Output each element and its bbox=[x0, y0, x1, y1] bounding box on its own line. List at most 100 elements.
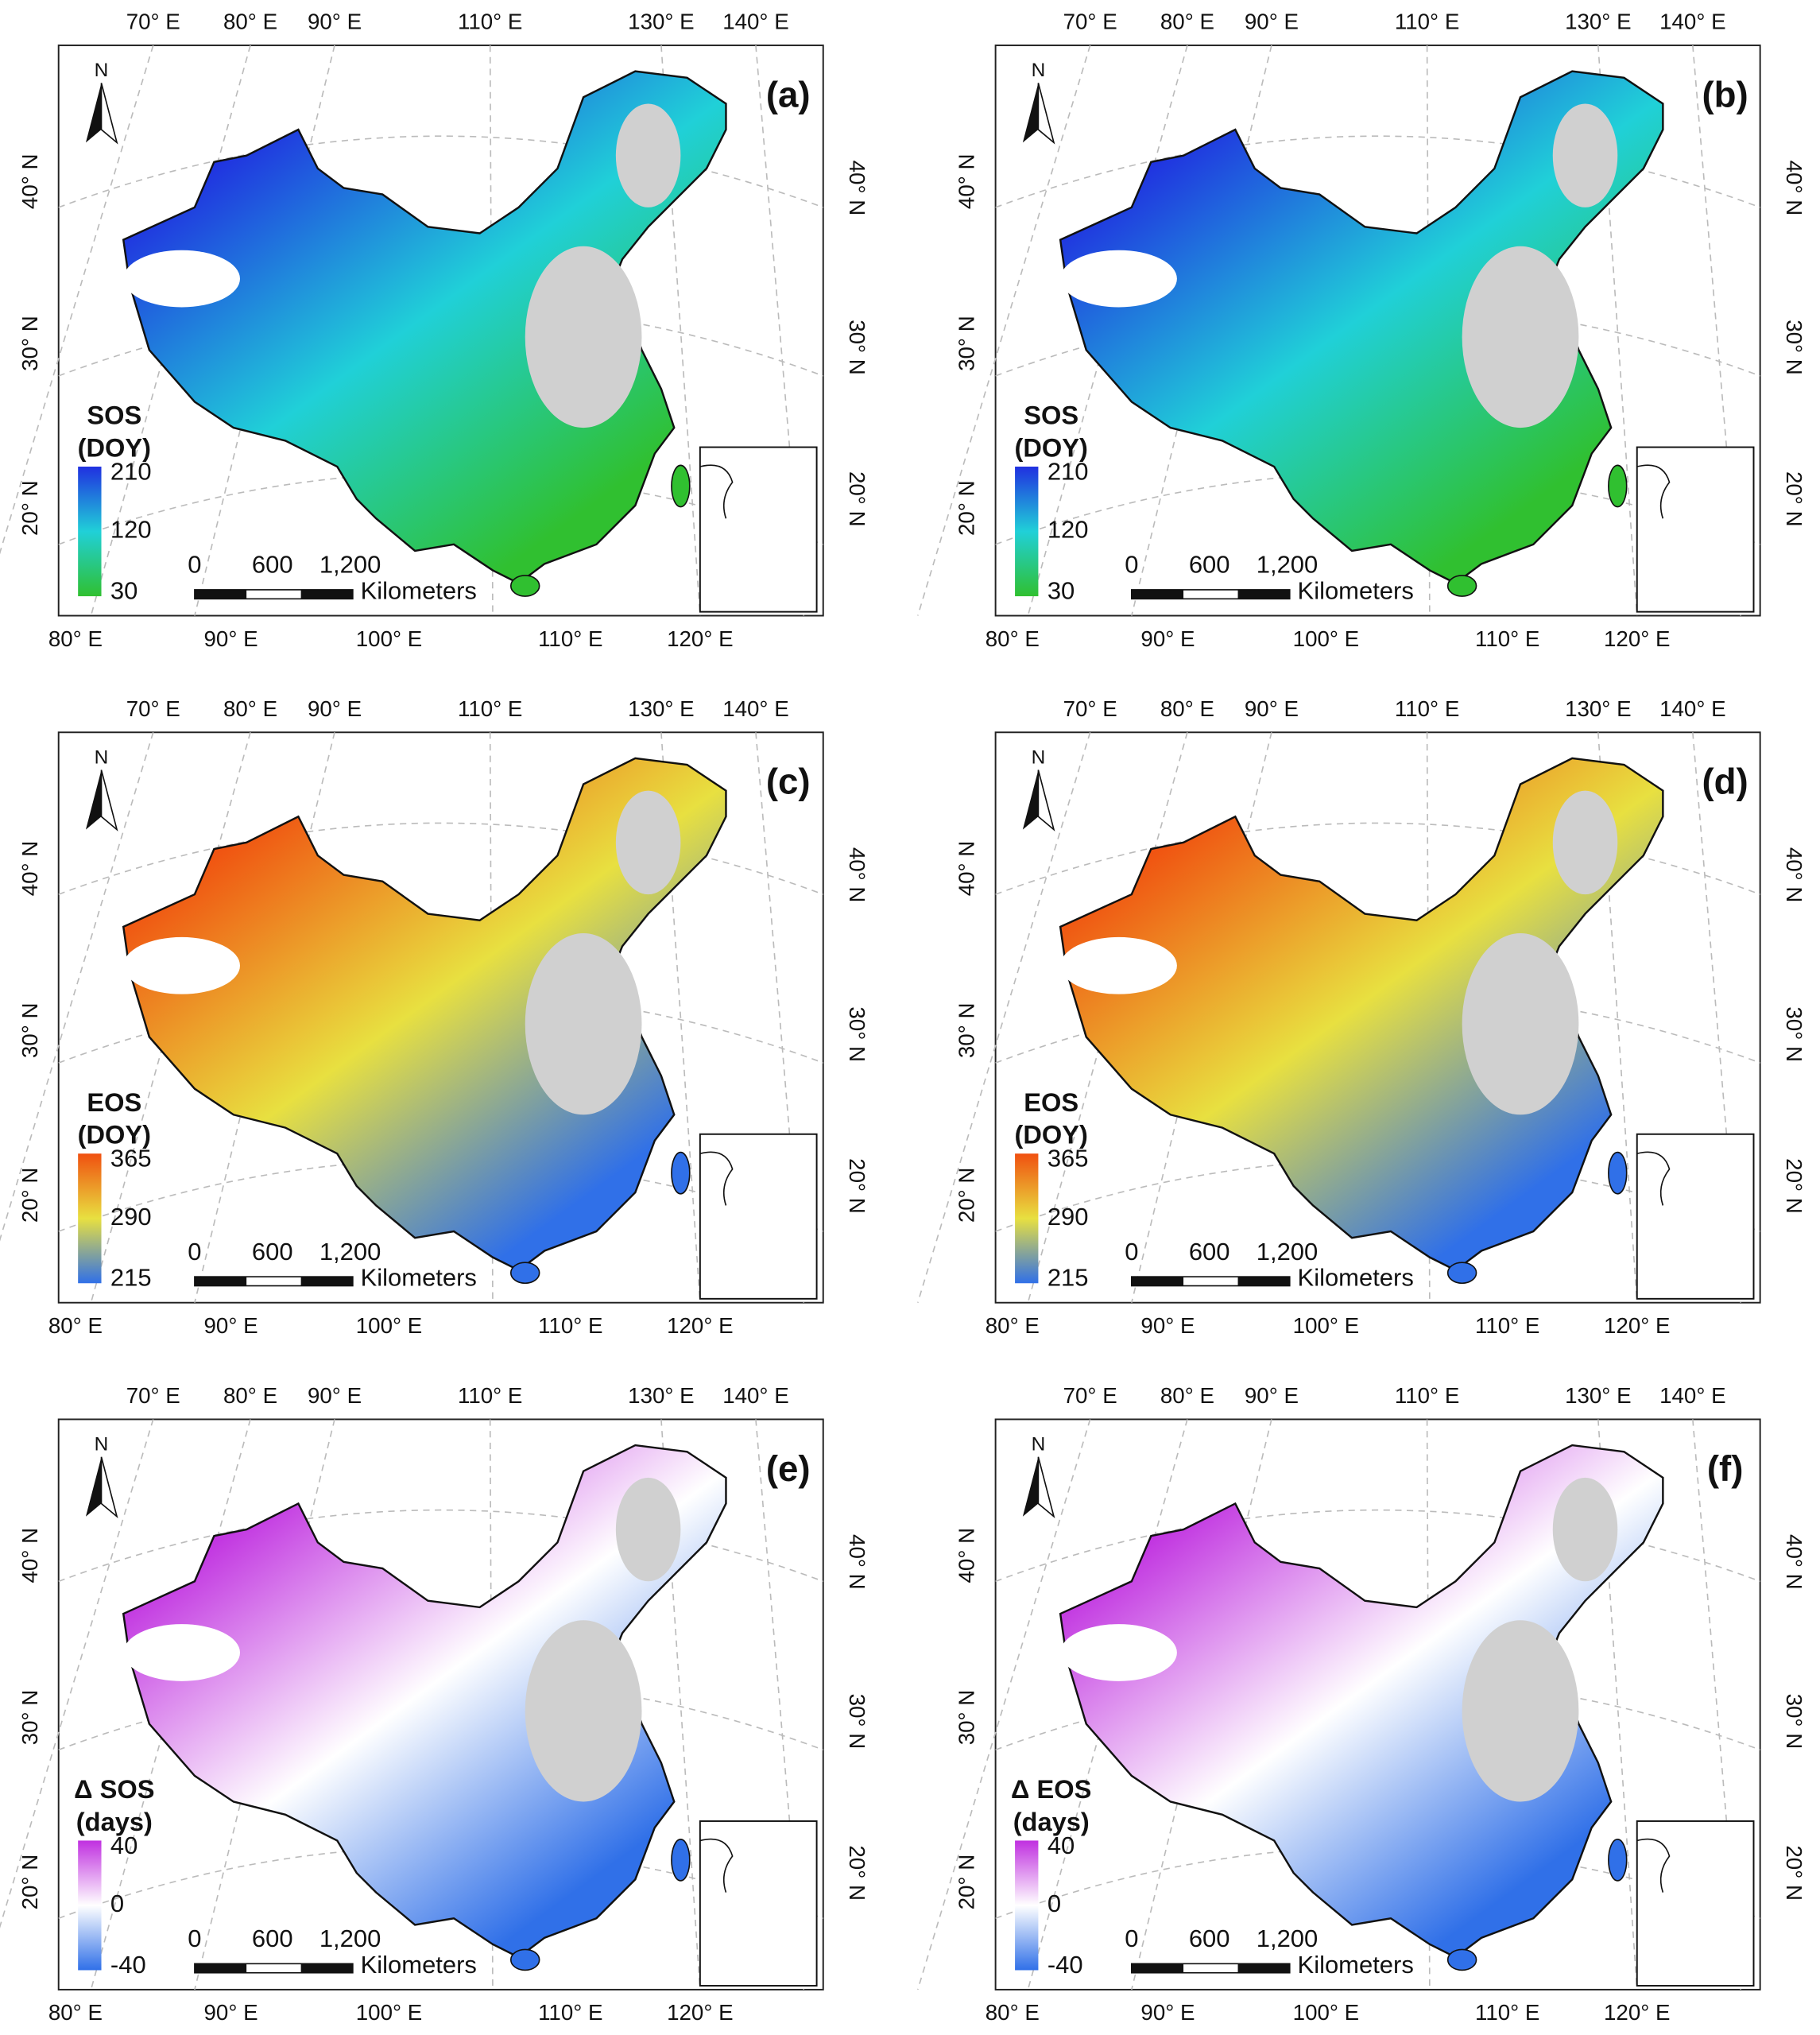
lon-label: 80° E bbox=[986, 2000, 1040, 2025]
lon-label: 100° E bbox=[356, 2000, 422, 2025]
island bbox=[1446, 1262, 1477, 1285]
lat-label: 30° N bbox=[17, 1003, 42, 1059]
legend-title: (DOY) bbox=[78, 432, 151, 462]
scale-label: 1,200 bbox=[1257, 1925, 1319, 1952]
graticule bbox=[58, 822, 824, 895]
graticule bbox=[58, 1509, 824, 1583]
north-label: N bbox=[95, 746, 109, 768]
lat-label: 20° N bbox=[17, 1168, 42, 1223]
lat-label: 30° N bbox=[955, 316, 979, 371]
lon-label: 90° E bbox=[204, 626, 258, 651]
legend-title: EOS bbox=[87, 1087, 141, 1117]
scale-label: 1,200 bbox=[319, 551, 381, 579]
scale-label: 600 bbox=[1189, 1238, 1230, 1266]
inset-map bbox=[699, 446, 818, 613]
lon-label: 90° E bbox=[204, 1313, 258, 1338]
lon-label: 120° E bbox=[667, 2000, 733, 2025]
no-data-area bbox=[1552, 790, 1618, 895]
graticule bbox=[0, 1419, 154, 1928]
lon-label: 140° E bbox=[1659, 1383, 1725, 1408]
inset-map bbox=[1636, 1133, 1755, 1300]
lat-label: 20° N bbox=[1782, 1158, 1806, 1214]
island bbox=[1608, 1838, 1628, 1882]
lon-label: 80° E bbox=[223, 696, 277, 721]
lon-label: 90° E bbox=[308, 1383, 362, 1408]
no-data-area bbox=[1462, 246, 1579, 428]
panel-label: (c) bbox=[766, 762, 811, 802]
scale-bar bbox=[1131, 1963, 1184, 1973]
map-panel: 70° E 80° E 90° E 110° E 130° E 140° E 80° E 90… bbox=[0, 10, 869, 651]
lat-label: 20° N bbox=[1782, 1845, 1806, 1901]
scale-bar bbox=[194, 1277, 247, 1286]
graticule bbox=[1692, 1419, 1742, 1990]
legend-title: (DOY) bbox=[1015, 432, 1088, 462]
lon-label: 80° E bbox=[223, 10, 277, 34]
scale-bar bbox=[300, 589, 353, 599]
graticule bbox=[1692, 45, 1742, 616]
legend-title: Δ EOS bbox=[1011, 1774, 1091, 1804]
no-data-area bbox=[1060, 250, 1177, 308]
no-data-area bbox=[525, 1620, 642, 1802]
no-data-area bbox=[1060, 936, 1177, 994]
no-data-area bbox=[1552, 103, 1618, 207]
graticule bbox=[755, 732, 805, 1303]
north-arrow bbox=[1037, 83, 1055, 145]
inset-map bbox=[1636, 446, 1755, 613]
lon-label: 100° E bbox=[356, 1313, 422, 1338]
lon-label: 90° E bbox=[1245, 10, 1299, 34]
lon-label: 120° E bbox=[667, 1313, 733, 1338]
no-data-area bbox=[525, 246, 642, 428]
inset-coast bbox=[699, 1151, 734, 1206]
lat-label: 20° N bbox=[845, 471, 869, 527]
lon-label: 100° E bbox=[1293, 626, 1359, 651]
legend-tick: 365 bbox=[110, 1145, 152, 1173]
scale-unit: Kilometers bbox=[1298, 1951, 1414, 1979]
north-label: N bbox=[1032, 1434, 1046, 1456]
lon-label: 80° E bbox=[986, 1313, 1040, 1338]
north-arrow bbox=[85, 1456, 102, 1517]
color-bar bbox=[1015, 1840, 1039, 1971]
lat-label: 20° N bbox=[845, 1845, 869, 1901]
scale-label: 1,200 bbox=[1257, 551, 1319, 579]
lon-label: 130° E bbox=[628, 10, 694, 34]
no-data-area bbox=[1462, 933, 1579, 1115]
lon-label: 110° E bbox=[1475, 2000, 1539, 2025]
no-data-area bbox=[1552, 1477, 1618, 1582]
lon-label: 80° E bbox=[1160, 1383, 1214, 1408]
legend-title: EOS bbox=[1024, 1087, 1078, 1117]
graticule bbox=[755, 45, 805, 616]
lon-label: 100° E bbox=[1293, 1313, 1359, 1338]
graticule bbox=[755, 1419, 805, 1990]
north-label: N bbox=[1032, 746, 1046, 768]
lon-label: 70° E bbox=[1063, 1383, 1117, 1408]
legend-tick: 0 bbox=[110, 1890, 124, 1917]
lon-label: 140° E bbox=[722, 696, 788, 721]
lat-label: 40° N bbox=[17, 153, 42, 209]
lon-label: 110° E bbox=[538, 1313, 602, 1338]
legend-tick: 40 bbox=[1047, 1832, 1075, 1859]
north-arrow bbox=[1022, 1456, 1039, 1517]
lon-label: 90° E bbox=[1140, 626, 1195, 651]
north-arrow bbox=[85, 769, 102, 830]
lon-label: 70° E bbox=[126, 696, 180, 721]
graticule bbox=[917, 45, 1091, 616]
lat-label: 20° N bbox=[955, 480, 979, 536]
legend-tick: 40 bbox=[110, 1832, 137, 1859]
scale-unit: Kilometers bbox=[1298, 576, 1414, 604]
lon-label: 90° E bbox=[1140, 2000, 1195, 2025]
graticule bbox=[917, 1419, 1091, 1990]
lon-label: 80° E bbox=[48, 626, 103, 651]
lat-label: 20° N bbox=[955, 1855, 979, 1910]
legend-tick: 0 bbox=[1047, 1890, 1061, 1917]
panel-label: (f) bbox=[1707, 1448, 1744, 1489]
lon-label: 110° E bbox=[1475, 626, 1539, 651]
no-data-area bbox=[123, 1624, 240, 1681]
lon-label: 130° E bbox=[1565, 1383, 1631, 1408]
lat-label: 30° N bbox=[17, 1690, 42, 1746]
scale-bar bbox=[300, 1277, 353, 1286]
no-data-area bbox=[1060, 1624, 1177, 1681]
scale-label: 600 bbox=[252, 1925, 293, 1952]
scale-label: 0 bbox=[188, 1238, 201, 1266]
scale-bar bbox=[1237, 589, 1290, 599]
scale-label: 0 bbox=[188, 551, 201, 579]
